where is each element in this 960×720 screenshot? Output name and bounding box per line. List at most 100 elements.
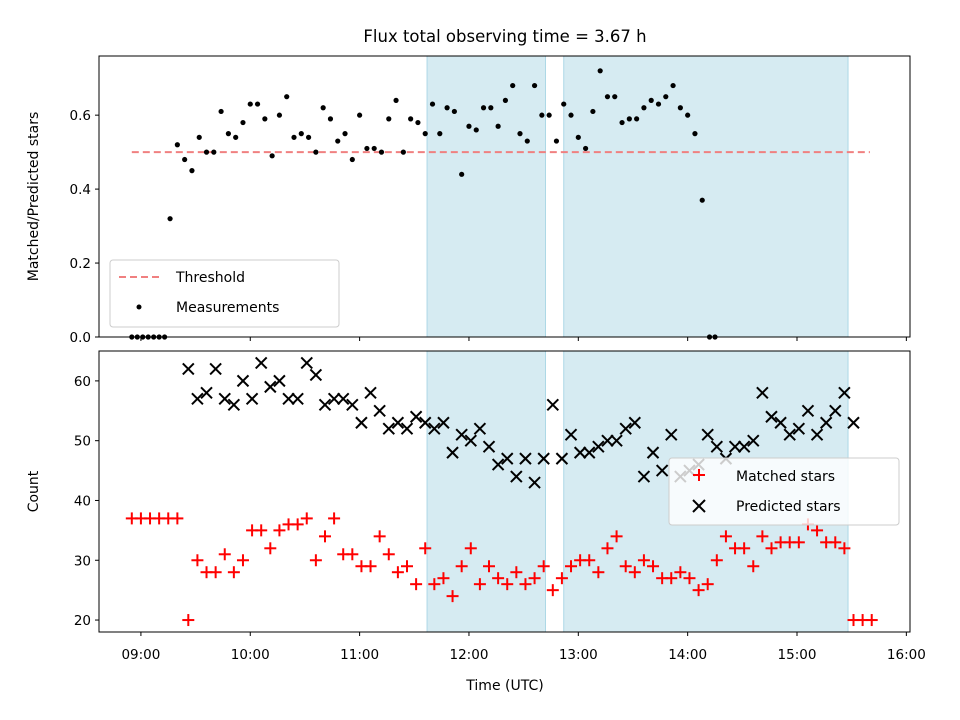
measurement-point [218,108,224,115]
measurement-point [429,101,436,107]
matched-star-point [519,578,532,591]
predicted-star-point [273,374,286,388]
measurement-point [371,145,377,152]
measurement-point [320,105,326,111]
matched-star-point [236,554,249,567]
measurement-point [167,216,173,222]
measurement-point [546,112,552,118]
measurement-point [451,108,457,115]
predicted-star-point [601,434,614,447]
predicted-star-point [564,428,578,441]
predicted-star-point [583,446,596,459]
x-tick-label: 15:00 [778,647,817,663]
matched-star-point [492,572,505,585]
predicted-star-point [838,386,851,400]
measurement-point [247,101,253,107]
predicted-star-point [282,392,295,406]
predicted-star-point [737,440,751,453]
count-x-ticks: 09:00 10:00 11:00 12:00 13:00 14:00 15:00 16:00 [121,632,926,663]
matched-star-point [838,542,851,555]
count-y-axis-label: Count [26,470,42,512]
predicted-legend-label: Predicted stars [736,499,841,515]
matched-star-point [628,566,641,579]
matched-star-point [546,584,559,597]
predicted-star-point [774,416,787,429]
predicted-star-point [346,398,359,412]
observing-window [426,55,547,338]
matched-star-point [328,512,341,525]
matched-star-point [191,554,204,567]
measurement-point [378,149,385,155]
measurement-point [298,131,304,137]
measurement-point [444,105,450,111]
predicted-star-point [409,410,423,423]
predicted-star-point [382,422,395,435]
x-tick-label: 11:00 [340,647,379,663]
matched-legend-swatch [693,469,705,481]
predicted-star-point [801,404,815,417]
measurement-point [663,94,669,100]
predicted-star-point [254,356,268,370]
measurement-point [575,134,581,140]
matched-star-point [309,554,322,567]
measurement-point [342,131,348,137]
threshold-legend-label: Threshold [175,270,245,286]
ratio-x-ticks [140,337,907,341]
matched-star-point [528,572,541,585]
predicted-star-point [364,386,377,400]
measurement-point [634,116,640,122]
matched-star-point [483,560,496,573]
matched-star-point [692,584,705,597]
measurement-point [517,131,523,137]
predicted-star-point [701,428,714,441]
predicted-star-point [546,398,560,412]
measurement-point [196,134,202,140]
predicted-star-point [519,452,532,465]
predicted-star-point [227,398,241,412]
measurement-point [291,134,297,140]
count-legend: Matched stars Predicted stars [668,457,900,526]
ratio-legend-box [109,259,340,328]
measurement-point [313,149,319,155]
predicted-star-point [592,440,605,453]
matched-star-point [182,614,195,627]
y-tick-label: 20 [74,613,91,629]
y-tick-label: 0.0 [70,330,91,346]
measurement-point [699,197,705,203]
y-tick-label: 40 [74,493,91,509]
matched-star-point [255,524,268,537]
predicted-star-point [337,392,350,406]
measurement-point [641,105,647,111]
measurement-point [619,119,625,126]
measurement-point [349,156,355,163]
measurement-point [357,112,363,118]
predicted-star-point [300,356,313,370]
predicted-star-point [510,470,523,483]
measurement-point [502,97,509,103]
predicted-star-point [810,428,824,441]
matched-star-point [510,566,523,579]
measurement-point [524,138,530,144]
predicted-star-point [710,440,724,453]
predicted-star-point [446,446,459,459]
count-y-ticks: 20 30 40 50 60 [74,374,99,629]
y-tick-label: 30 [74,553,91,569]
matched-star-point [300,512,313,525]
matched-star-point [637,554,650,567]
measurement-point [553,138,560,144]
matched-star-point [382,548,395,561]
predicted-star-point [491,458,505,471]
matched-star-point [218,548,231,561]
x-tick-label: 14:00 [668,647,707,663]
predicted-star-point [455,428,468,441]
matched-star-point [710,554,723,567]
observing-window-shading [426,55,849,338]
measurement-point [561,101,567,107]
y-tick-label: 50 [74,434,91,450]
predicted-star-point [355,416,368,429]
matched-star-point [410,578,423,591]
measurement-point [670,82,676,89]
measurement-point [269,153,275,159]
x-tick-label: 09:00 [121,647,160,663]
